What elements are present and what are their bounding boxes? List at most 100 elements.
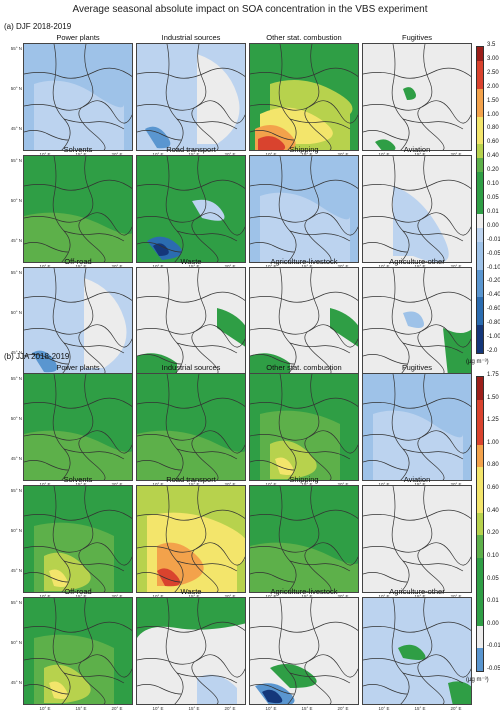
concentration-region	[250, 353, 290, 374]
country-border	[363, 242, 408, 253]
map-panel	[136, 267, 246, 375]
colorbar-tick-label: 0.20	[487, 530, 499, 537]
colorbar-segment	[477, 444, 483, 468]
concentration-region	[275, 457, 294, 475]
concentration-region	[197, 674, 237, 704]
country-border	[363, 212, 471, 236]
colorbar-tick-label: 0.40	[487, 153, 499, 160]
map-canvas	[24, 44, 132, 150]
country-border	[363, 324, 471, 348]
map-panel	[23, 155, 133, 263]
colorbar-tick-label: -0.80	[487, 320, 500, 327]
country-border	[137, 100, 245, 124]
lon-tick-label: 15° E	[297, 264, 317, 269]
map-panel	[249, 267, 359, 375]
map-panel	[136, 155, 246, 263]
panel-title: Other stat. combustion	[266, 363, 342, 372]
lon-tick-label: 20° E	[446, 482, 466, 487]
colorbar-segment	[477, 512, 483, 536]
country-border	[137, 509, 245, 521]
map-canvas	[250, 268, 358, 374]
colorbar-segment	[477, 116, 483, 131]
colorbar-tick-label: 0.10	[487, 552, 499, 559]
concentration-region	[153, 243, 169, 256]
lon-tick-label: 20° E	[333, 482, 353, 487]
colorbar-tick-label: 1.75	[487, 372, 499, 378]
country-border	[24, 130, 69, 141]
lat-tick-label: 55° N	[10, 46, 22, 51]
country-border	[24, 572, 69, 583]
country-border	[78, 268, 106, 374]
lon-tick-label: 15° E	[184, 152, 204, 157]
colorbar-tick-label: -0.10	[487, 264, 500, 271]
country-border	[176, 230, 238, 242]
country-border	[24, 354, 69, 365]
panel-title: Road transport	[166, 475, 216, 484]
lon-tick-label: 15° E	[184, 482, 204, 487]
country-border	[289, 448, 351, 460]
colorbar-segment	[477, 557, 483, 582]
lon-tick-label: 10° E	[35, 482, 55, 487]
colorbar-segment	[477, 88, 483, 104]
colorbar-segment	[477, 186, 483, 201]
concentration-region	[330, 308, 358, 347]
colorbar-segment	[477, 399, 483, 423]
lon-tick-label: 15° E	[297, 594, 317, 599]
map-panel	[23, 485, 133, 593]
concentration-region	[32, 350, 58, 373]
colorbar-segment	[477, 490, 483, 514]
map-panel	[362, 43, 472, 151]
country-border	[304, 156, 332, 262]
country-border	[417, 486, 445, 592]
country-border	[289, 672, 351, 684]
lon-tick-label: 15° E	[71, 264, 91, 269]
panel-title: Agriculture-livestock	[270, 587, 338, 596]
map-panel	[362, 485, 472, 593]
country-border	[52, 486, 71, 592]
country-border	[24, 654, 132, 678]
colorbar-tick-label: -0.20	[487, 278, 500, 285]
concentration-region	[443, 328, 471, 374]
lon-tick-label: 20° E	[111, 706, 123, 711]
lat-tick-label: 45° N	[10, 680, 22, 685]
map-panel	[249, 373, 359, 481]
country-border	[137, 684, 182, 695]
panel-title: Solvents	[63, 145, 93, 154]
map-canvas	[24, 486, 132, 592]
lon-tick-label: 20° E	[446, 594, 466, 599]
country-border	[137, 242, 182, 253]
country-border	[289, 118, 351, 130]
country-border	[417, 156, 445, 262]
concentration-region	[137, 353, 177, 374]
country-border	[78, 486, 106, 592]
panel-title: Road transport	[166, 145, 216, 154]
country-border	[304, 268, 332, 374]
colorbar-tick-label: 0.01	[487, 208, 499, 215]
country-border	[63, 342, 125, 354]
lon-tick-label: 20° E	[107, 482, 127, 487]
map-panel	[136, 373, 246, 481]
country-border	[176, 448, 238, 460]
lon-tick-label: 10° E	[261, 482, 281, 487]
concentration-region	[157, 568, 181, 587]
colorbar-tick-label: 0.60	[487, 139, 499, 146]
country-border	[137, 621, 245, 633]
lon-tick-label: 10° E	[35, 152, 55, 157]
lon-tick-label: 15° E	[414, 706, 426, 711]
concentration-region	[137, 430, 245, 480]
country-border	[250, 212, 358, 236]
concentration-region	[403, 87, 416, 100]
colorbar-tick-label: 0.80	[487, 125, 499, 132]
panel-title: Shipping	[289, 475, 319, 484]
country-border	[191, 374, 219, 480]
colorbar-tick-label: 1.00	[487, 439, 499, 446]
section-label: (b) JJA 2018-2019	[4, 352, 70, 361]
country-border	[24, 179, 132, 191]
concentration-region	[84, 278, 127, 368]
country-border	[363, 654, 471, 678]
country-border	[250, 130, 295, 141]
map-canvas	[24, 156, 132, 262]
lon-tick-label: 15° E	[410, 264, 430, 269]
country-border	[137, 130, 182, 141]
lon-tick-label: 20° E	[220, 152, 240, 157]
